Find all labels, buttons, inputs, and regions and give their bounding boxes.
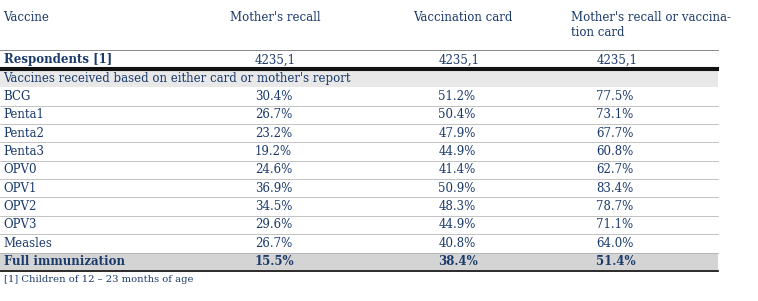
Text: [1] Children of 12 – 23 months of age: [1] Children of 12 – 23 months of age xyxy=(4,275,193,284)
Text: OPV2: OPV2 xyxy=(4,200,37,213)
Text: 4235,1: 4235,1 xyxy=(255,53,296,67)
Text: 64.0%: 64.0% xyxy=(597,237,634,250)
Text: Vaccine: Vaccine xyxy=(4,11,49,23)
Text: OPV0: OPV0 xyxy=(4,163,37,176)
Text: OPV3: OPV3 xyxy=(4,219,37,231)
Text: 36.9%: 36.9% xyxy=(255,182,293,195)
Text: Vaccines received based on either card or mother's report: Vaccines received based on either card o… xyxy=(4,72,351,85)
Text: 47.9%: 47.9% xyxy=(438,127,475,140)
Text: Full immunization: Full immunization xyxy=(4,255,124,268)
Text: 24.6%: 24.6% xyxy=(255,163,293,176)
Text: 41.4%: 41.4% xyxy=(438,163,475,176)
Text: 51.2%: 51.2% xyxy=(438,90,475,103)
Bar xyxy=(0,142,719,161)
Text: Measles: Measles xyxy=(4,237,52,250)
Bar xyxy=(0,124,719,142)
Text: 30.4%: 30.4% xyxy=(255,90,293,103)
Text: 4235,1: 4235,1 xyxy=(438,53,479,67)
Text: 78.7%: 78.7% xyxy=(597,200,634,213)
Text: 44.9%: 44.9% xyxy=(438,219,475,231)
Text: 34.5%: 34.5% xyxy=(255,200,293,213)
Text: 48.3%: 48.3% xyxy=(438,200,475,213)
Text: BCG: BCG xyxy=(4,90,31,103)
Text: 15.5%: 15.5% xyxy=(255,255,295,268)
Bar xyxy=(0,106,719,124)
Text: 44.9%: 44.9% xyxy=(438,145,475,158)
Text: Mother's recall: Mother's recall xyxy=(230,11,321,23)
Text: 40.8%: 40.8% xyxy=(438,237,475,250)
Text: OPV1: OPV1 xyxy=(4,182,37,195)
Text: 71.1%: 71.1% xyxy=(597,219,634,231)
Bar xyxy=(0,253,719,271)
Bar xyxy=(0,216,719,234)
Text: 60.8%: 60.8% xyxy=(597,145,634,158)
Text: 62.7%: 62.7% xyxy=(597,163,634,176)
Text: 19.2%: 19.2% xyxy=(255,145,292,158)
Text: Vaccination card: Vaccination card xyxy=(413,11,512,23)
Text: Mother's recall or vaccina-
tion card: Mother's recall or vaccina- tion card xyxy=(571,11,731,39)
Bar xyxy=(0,161,719,179)
Text: 29.6%: 29.6% xyxy=(255,219,293,231)
Text: 26.7%: 26.7% xyxy=(255,108,293,121)
Text: 73.1%: 73.1% xyxy=(597,108,634,121)
Text: 26.7%: 26.7% xyxy=(255,237,293,250)
Text: 50.9%: 50.9% xyxy=(438,182,475,195)
Text: 51.4%: 51.4% xyxy=(597,255,636,268)
Text: 83.4%: 83.4% xyxy=(597,182,634,195)
Text: Penta2: Penta2 xyxy=(4,127,45,140)
Text: 38.4%: 38.4% xyxy=(438,255,478,268)
Bar xyxy=(0,87,719,106)
Bar xyxy=(0,179,719,197)
Text: 23.2%: 23.2% xyxy=(255,127,292,140)
Text: Penta1: Penta1 xyxy=(4,108,45,121)
Bar xyxy=(0,197,719,216)
Text: 77.5%: 77.5% xyxy=(597,90,634,103)
Text: 4235,1: 4235,1 xyxy=(597,53,637,67)
Bar xyxy=(0,234,719,253)
Text: Penta3: Penta3 xyxy=(4,145,45,158)
Text: 67.7%: 67.7% xyxy=(597,127,634,140)
Text: Respondents [1]: Respondents [1] xyxy=(4,53,112,67)
Bar xyxy=(0,70,719,87)
Text: 50.4%: 50.4% xyxy=(438,108,475,121)
